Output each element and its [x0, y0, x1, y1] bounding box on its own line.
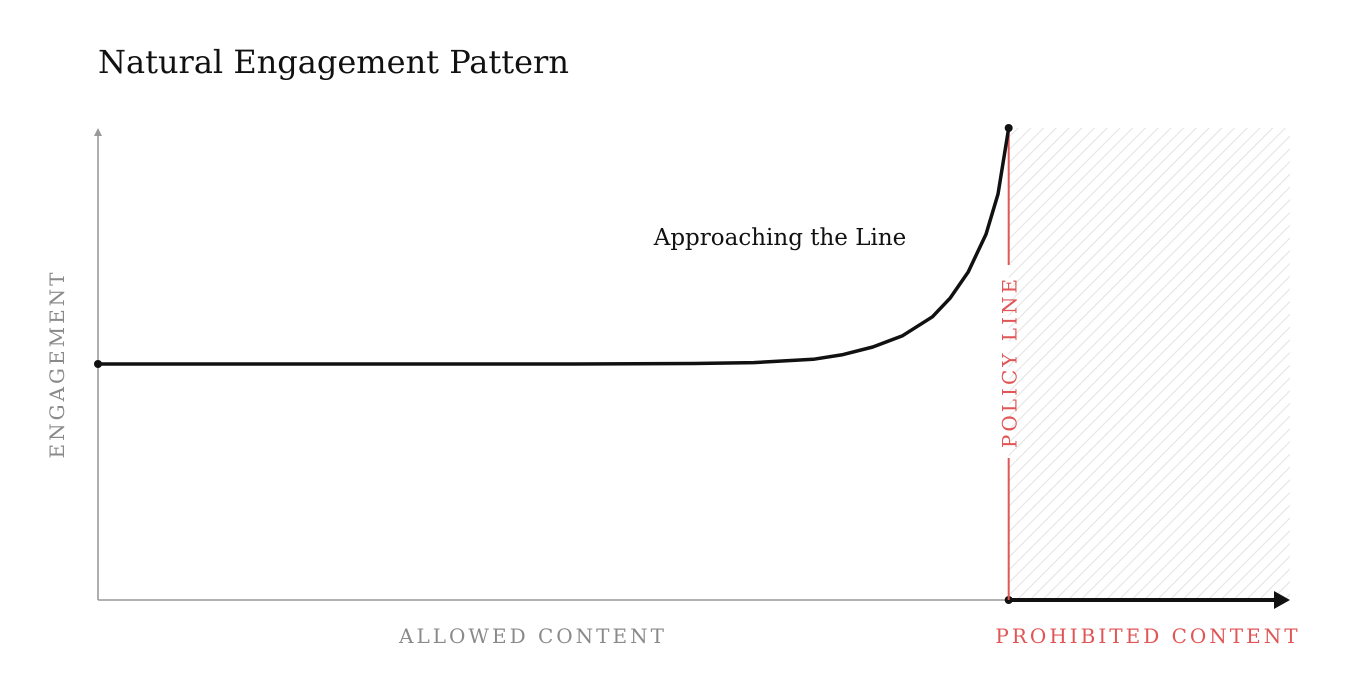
policy-line-label: POLICY LINE [998, 276, 1022, 448]
x-axis-label-prohibited: PROHIBITED CONTENT [995, 624, 1300, 648]
x-axis-label-allowed: ALLOWED CONTENT [398, 624, 667, 648]
series-start-point [94, 360, 102, 368]
series-end-point [1004, 124, 1013, 132]
approaching-line-annotation: Approaching the Line [653, 225, 907, 251]
y-axis-label: ENGAGEMENT [45, 269, 69, 458]
prohibited-zone [1008, 128, 1290, 600]
x-axis-arrow-head [1274, 591, 1290, 609]
chart-title: Natural Engagement Pattern [98, 43, 569, 81]
y-axis-arrow [94, 128, 102, 136]
engagement-series-line [96, 126, 1011, 366]
